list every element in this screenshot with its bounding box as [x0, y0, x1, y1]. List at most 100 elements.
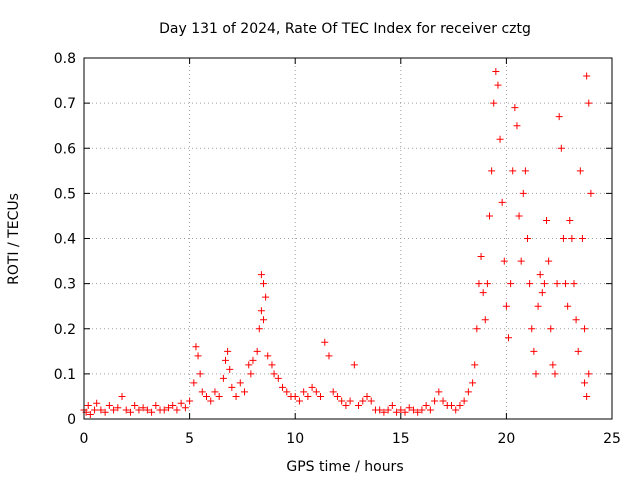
data-point	[207, 397, 215, 405]
data-point	[333, 392, 341, 400]
data-point	[152, 401, 160, 409]
x-tick-label: 0	[80, 431, 89, 447]
data-point	[521, 167, 529, 175]
data-point	[492, 68, 500, 76]
data-point	[257, 307, 265, 315]
data-point	[517, 257, 525, 265]
data-point	[260, 316, 268, 324]
data-point	[583, 72, 591, 80]
data-point	[488, 167, 496, 175]
data-point	[192, 343, 200, 351]
data-point	[456, 401, 464, 409]
data-point	[578, 235, 586, 242]
grid	[84, 58, 612, 419]
data-point	[475, 280, 483, 288]
data-point	[249, 356, 257, 364]
data-point	[228, 383, 236, 391]
data-point	[367, 397, 375, 405]
data-point	[131, 401, 139, 409]
data-point	[279, 383, 287, 391]
x-tick-label: 25	[603, 431, 621, 447]
data-point	[308, 383, 316, 391]
data-point	[568, 235, 576, 242]
data-point	[473, 325, 481, 333]
data-point	[93, 399, 101, 407]
data-point	[236, 379, 244, 387]
data-point	[342, 401, 350, 409]
data-point	[471, 361, 479, 369]
data-point	[135, 406, 143, 414]
data-point	[84, 401, 92, 409]
data-point	[338, 397, 346, 405]
data-point	[502, 302, 510, 310]
data-point	[576, 167, 584, 175]
data-point	[118, 392, 126, 400]
data-point	[464, 388, 472, 396]
data-point	[202, 392, 210, 400]
data-point	[388, 401, 396, 409]
data-point	[540, 280, 548, 288]
data-point	[325, 352, 333, 360]
data-point	[562, 280, 570, 288]
data-point	[538, 289, 546, 297]
data-point	[418, 406, 426, 414]
y-tick-label: 0.8	[54, 51, 76, 67]
data-point	[414, 408, 422, 416]
chart-title: Day 131 of 2024, Rate Of TEC Index for r…	[159, 21, 531, 37]
data-point	[490, 99, 498, 107]
data-point	[549, 361, 557, 369]
data-point	[300, 388, 308, 396]
data-point	[222, 356, 230, 364]
data-point	[317, 392, 325, 400]
x-tick-label: 15	[392, 431, 410, 447]
data-point	[126, 408, 134, 416]
data-point	[380, 408, 388, 416]
data-point	[496, 135, 504, 143]
data-point	[359, 397, 367, 405]
x-axis-label: GPS time / hours	[286, 459, 403, 475]
data-point	[270, 370, 278, 378]
data-point	[574, 347, 582, 355]
data-point	[260, 280, 268, 288]
data-point	[232, 392, 240, 400]
data-point	[494, 81, 502, 89]
data-point	[304, 392, 312, 400]
data-point	[547, 325, 555, 333]
data-point	[384, 406, 392, 414]
x-tick-label: 10	[286, 431, 304, 447]
data-point	[283, 388, 291, 396]
data-point	[190, 379, 198, 387]
y-axis-label: ROTI / TECUs	[6, 193, 22, 285]
y-tick-label: 0.4	[54, 232, 76, 248]
data-point	[148, 408, 156, 416]
data-point	[401, 408, 409, 416]
data-point	[532, 370, 540, 378]
data-point	[505, 334, 513, 342]
data-point	[350, 361, 358, 369]
data-point	[530, 347, 538, 355]
data-point	[295, 397, 303, 405]
data-point	[224, 347, 232, 355]
data-point	[245, 361, 253, 369]
data-point	[226, 365, 234, 373]
data-point	[481, 316, 489, 324]
data-point	[585, 99, 593, 107]
data-point	[486, 212, 494, 220]
data-point	[528, 325, 536, 333]
data-point	[393, 408, 401, 416]
data-point	[513, 122, 521, 130]
data-point	[105, 401, 113, 409]
data-point	[509, 167, 517, 175]
data-point	[164, 404, 172, 412]
data-point	[219, 374, 227, 382]
data-point	[536, 271, 544, 279]
data-point	[507, 280, 515, 288]
data-point	[257, 271, 265, 279]
data-point	[321, 338, 329, 346]
data-point	[583, 392, 591, 400]
data-point	[186, 397, 194, 405]
data-point	[194, 352, 202, 360]
x-tick-label: 20	[497, 431, 515, 447]
